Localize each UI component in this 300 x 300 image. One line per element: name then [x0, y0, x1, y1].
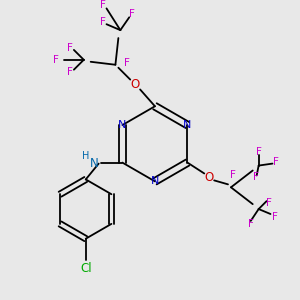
Text: F: F	[100, 17, 106, 27]
Text: Cl: Cl	[80, 262, 92, 275]
Text: O: O	[130, 78, 140, 91]
Text: F: F	[100, 0, 106, 11]
Text: N: N	[151, 176, 159, 186]
Text: F: F	[67, 67, 73, 77]
Text: F: F	[129, 9, 135, 19]
Text: O: O	[205, 171, 214, 184]
Text: F: F	[67, 43, 73, 53]
Text: N: N	[118, 120, 127, 130]
Text: F: F	[230, 170, 236, 181]
Text: F: F	[248, 219, 254, 229]
Text: F: F	[253, 172, 259, 182]
Text: F: F	[266, 198, 272, 208]
Text: H: H	[82, 151, 89, 161]
Text: N: N	[183, 120, 192, 130]
Text: F: F	[272, 212, 278, 222]
Text: F: F	[53, 55, 59, 65]
Text: F: F	[274, 157, 279, 166]
Text: F: F	[124, 58, 130, 68]
Text: F: F	[256, 147, 262, 157]
Text: N: N	[90, 157, 99, 170]
